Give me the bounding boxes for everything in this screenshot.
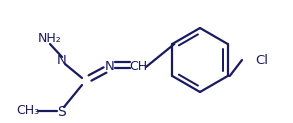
Text: CH: CH bbox=[129, 61, 147, 74]
Text: NH₂: NH₂ bbox=[38, 31, 62, 45]
Text: Cl: Cl bbox=[255, 54, 268, 67]
Text: N: N bbox=[57, 54, 67, 68]
Text: S: S bbox=[58, 105, 67, 119]
Text: CH₃: CH₃ bbox=[16, 105, 40, 117]
Text: N: N bbox=[105, 61, 115, 74]
